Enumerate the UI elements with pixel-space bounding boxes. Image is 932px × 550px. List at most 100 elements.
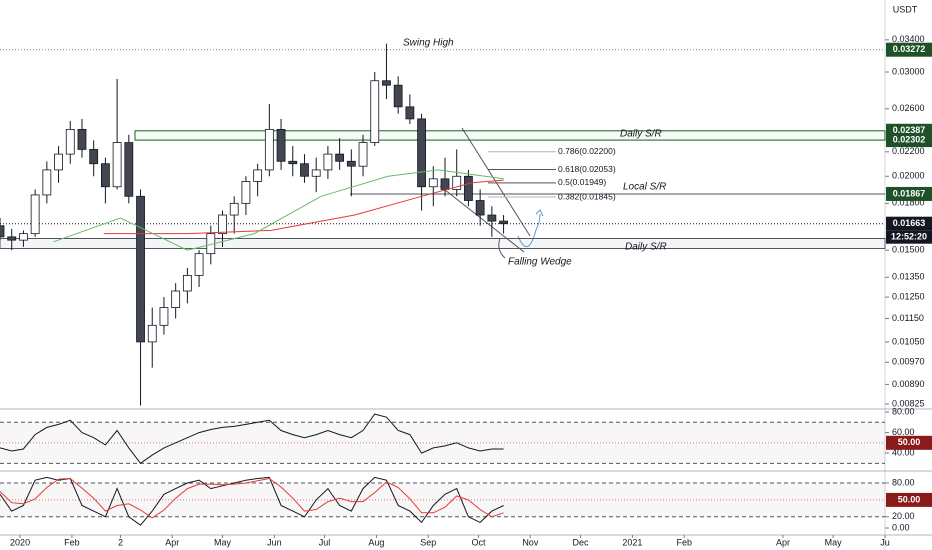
candle-body (358, 142, 368, 167)
x-tick-label: Sep (420, 537, 436, 547)
y-tick-label: 0.03400 (892, 34, 925, 44)
y-tick-label: 0.00825 (892, 398, 925, 408)
candle-body (54, 153, 63, 171)
daily-sr-price: 0.02302 (893, 134, 926, 144)
candle-body (452, 175, 462, 190)
candle-body (147, 324, 157, 343)
x-tick-label: Dec (573, 537, 590, 547)
y-tick-label: 60.00 (892, 427, 915, 437)
candle-body (182, 275, 192, 292)
x-tick-label: May (825, 537, 843, 547)
y-tick-label: 0.01350 (892, 272, 925, 282)
y-tick-label: 0.00 (892, 522, 910, 532)
candle-body (288, 160, 298, 165)
candle-body (475, 200, 485, 216)
candle-body (89, 149, 99, 165)
projection-arrowhead (535, 209, 544, 217)
local-sr-price-box (886, 186, 932, 201)
candle-body (405, 106, 415, 120)
indicator-line (0, 413, 504, 464)
x-tick-label: Oct (471, 537, 486, 547)
x-tick-label: Jul (319, 537, 331, 547)
annotation: Daily S/R (620, 129, 662, 140)
daily-sr-zone (134, 130, 886, 141)
candle-body (382, 80, 391, 86)
moving-average (53, 169, 504, 251)
candle-body (171, 290, 181, 308)
x-tick-label: Apr (776, 537, 790, 547)
candle-body (487, 214, 497, 222)
swing-high-price: 0.03272 (893, 44, 926, 54)
candle-body (77, 128, 87, 150)
wedge-line (439, 185, 525, 253)
y-tick-label: 0.01050 (892, 336, 925, 346)
x-tick-label: May (214, 537, 232, 547)
daily-sr-price: 0.02387 (893, 125, 926, 135)
candle-body (229, 202, 239, 216)
candle-body (124, 142, 134, 197)
candle-body (218, 214, 227, 235)
y-tick-label: 0.01250 (892, 291, 925, 301)
y-tick-label: 0.01800 (892, 198, 925, 208)
candle-body (300, 163, 309, 177)
annotation: Swing High (403, 38, 454, 49)
x-tick-label: Nov (522, 537, 539, 547)
x-tick-label: Jun (267, 537, 282, 547)
candle-body (241, 181, 251, 204)
midline-label: 50.00 (898, 437, 921, 447)
daily-sr-zone (0, 237, 886, 250)
x-tick-label: Apr (165, 537, 179, 547)
candle-body (0, 225, 5, 238)
x-tick-label: 2021 (622, 537, 642, 547)
wedge-line (461, 127, 531, 237)
candle-body (65, 128, 75, 155)
local-sr-price: 0.01867 (893, 188, 926, 198)
y-tick-label: 0.01500 (892, 245, 925, 255)
candle-body (253, 169, 263, 182)
fib-label: 0.786(0.02200) (558, 146, 616, 156)
y-tick-label: 20.00 (892, 511, 915, 521)
candle-body (42, 169, 52, 196)
indicator-line (0, 477, 504, 519)
y-tick-label: 0.00890 (892, 379, 925, 389)
candle-body (370, 80, 380, 143)
y-tick-label: 0.01150 (892, 313, 924, 323)
candle-body (311, 169, 321, 177)
y-tick-label: 0.03000 (892, 66, 925, 76)
y-tick-label: 40.00 (892, 447, 915, 457)
candle-body (276, 128, 286, 162)
x-tick-label: 2 (118, 537, 123, 547)
fib-label: 0.5(0.01949) (558, 177, 606, 187)
x-tick-label: 2020 (10, 537, 30, 547)
y-tick-label: 0.02200 (892, 146, 925, 156)
y-tick-label: 80.00 (892, 477, 915, 487)
midline-label: 50.00 (898, 494, 921, 504)
candle-body (323, 153, 333, 171)
last-price: 0.01663 (893, 218, 926, 228)
candle-body (464, 175, 473, 201)
x-tick-label: Ju (880, 537, 890, 547)
x-tick-label: Aug (368, 537, 384, 547)
currency-label: USDT (893, 4, 918, 14)
annotation: Daily S/R (625, 242, 667, 253)
y-tick-label: 0.00970 (892, 357, 925, 367)
candle-body (136, 195, 145, 343)
candle-body (346, 160, 356, 167)
candle-body (393, 84, 403, 108)
moving-average (103, 179, 504, 235)
y-tick-label: 0.02600 (892, 103, 925, 113)
midline-label-box (886, 435, 932, 450)
candle-body (499, 220, 508, 225)
candle-body (440, 178, 450, 190)
candle-body (428, 178, 438, 188)
midline-label-box (886, 492, 932, 507)
daily-sr-price-box (886, 133, 932, 148)
fib-label: 0.618(0.02053) (558, 164, 616, 174)
projection-arrow (517, 213, 541, 247)
x-tick-label: Feb (676, 537, 692, 547)
candle-body (264, 128, 274, 171)
candle-body (7, 236, 17, 241)
candle-body (19, 233, 28, 241)
last-price-box (886, 216, 932, 231)
candle-body (30, 194, 40, 235)
